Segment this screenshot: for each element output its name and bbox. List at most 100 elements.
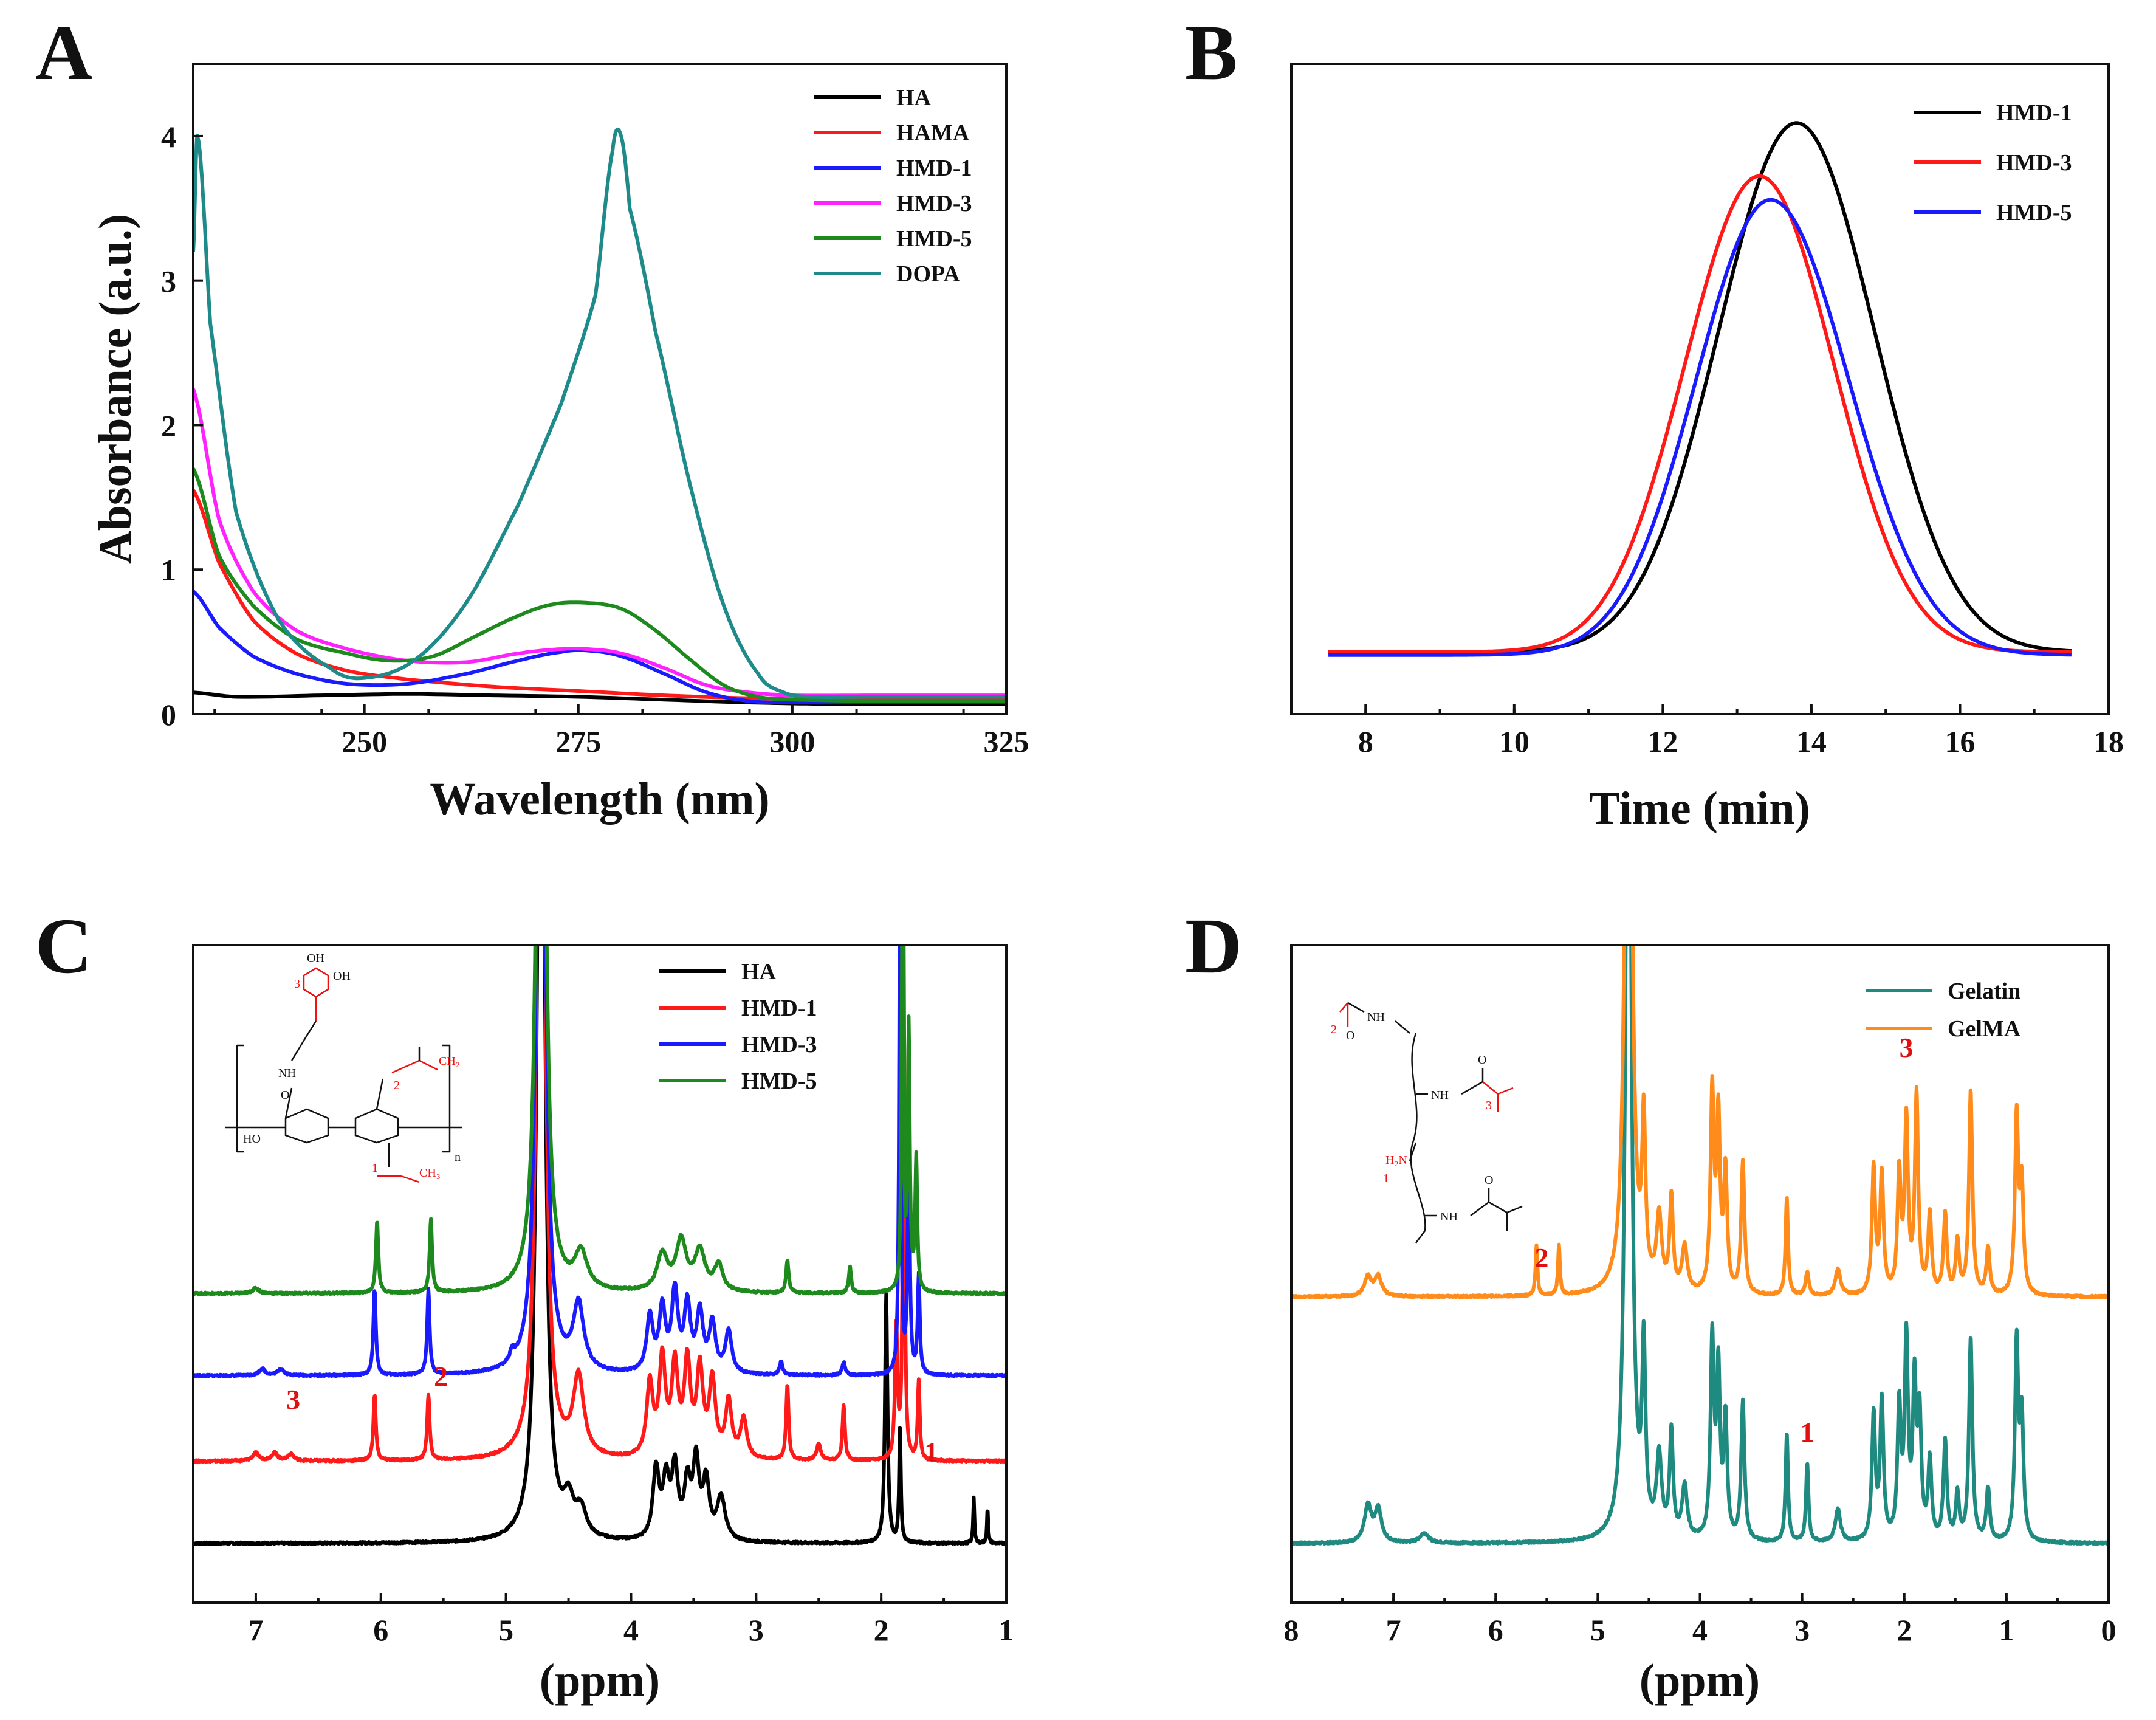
panel-letter-d: D	[1185, 903, 1242, 990]
structure-label-n: n	[455, 1151, 461, 1164]
panel-c-xtick-label: 2	[874, 1613, 889, 1647]
panel-d-legend: Gelatin GelMA	[1866, 979, 2021, 1042]
panel-a-ytick-label: 2	[161, 408, 176, 442]
panel-a-xtick-label: 325	[984, 724, 1029, 759]
panel-c-legend-label-hmd-3: HMD-3	[741, 1032, 817, 1058]
panel-d-series-gelatin	[1291, 945, 2109, 1546]
panel-a-legend-label-dopa: DOPA	[896, 261, 960, 287]
panel-letter-b: B	[1185, 9, 1238, 97]
gelma-label-nh2: NH	[1431, 1089, 1449, 1102]
panel-a-legend-label-hmd-5: HMD-5	[896, 226, 972, 252]
panel-a-legend-label-hmd-3: HMD-3	[896, 191, 972, 216]
panel-b-series-hmd-5	[1328, 198, 2072, 657]
panel-b-curves	[1328, 121, 2072, 657]
panel-d-annotation-3: 3	[1900, 1032, 1914, 1063]
structure-label-o: O	[281, 1089, 289, 1102]
panel-a-ylabel: Absorbance (a.u.)	[90, 214, 141, 564]
panel-d-xtick-label: 5	[1590, 1613, 1605, 1647]
panel-b-ticks: 8 10 12 14 16 18	[1290, 704, 2124, 759]
structure-label-2: 2	[394, 1079, 400, 1092]
hmd-structure-labels: OH OH 3 NH O HO CH₂ 2 1 CH₃ n	[243, 952, 461, 1180]
panel-c-xtick-label: 6	[373, 1613, 388, 1647]
panel-c-ticks: 7 6 5 4 3 2 1	[192, 1593, 1014, 1647]
sugar-ring-1	[284, 1108, 329, 1144]
gelma-label-2: 2	[1331, 1023, 1337, 1036]
panel-a-series-hmd-1	[193, 590, 1006, 705]
panel-a-curves	[193, 127, 1006, 706]
panel-b-xlabel: Time (min)	[1589, 783, 1810, 834]
structure-label-oh-side: OH	[333, 969, 351, 983]
panel-a-xtick-label: 250	[342, 724, 387, 759]
panel-letter-a: A	[35, 9, 92, 97]
panel-c-xtick-label: 7	[248, 1613, 263, 1647]
panel-d-xtick-label: 0	[2101, 1613, 2117, 1647]
panel-a-ytick-label: 0	[161, 698, 176, 732]
panel-b-xtick-label: 12	[1647, 724, 1678, 759]
hmd-structure	[225, 967, 462, 1183]
panel-b-legend: HMD-1 HMD-3 HMD-5	[1914, 100, 2072, 225]
panel-b-xtick-label: 18	[2093, 724, 2124, 759]
panel-b: B 8 10 12 14 16 18 Time (min) HMD-1 HMD-3 HMD-5	[1185, 9, 2124, 834]
gelma-label-o3: O	[1485, 1174, 1493, 1187]
panel-c-xtick-label: 5	[498, 1613, 513, 1647]
panel-a-series-dopa	[193, 127, 1006, 699]
panel-d-xtick-label: 7	[1386, 1613, 1401, 1647]
panel-d-xtick-label: 6	[1488, 1613, 1503, 1647]
panel-d-annotation-1: 1	[1801, 1417, 1814, 1448]
panel-a-frame	[192, 63, 1008, 715]
panel-b-xtick-label: 8	[1358, 724, 1373, 759]
gelma-label-o1: O	[1346, 1029, 1354, 1042]
panel-c-annotation-1: 1	[924, 1436, 938, 1467]
panel-a-xlabel: Wavelength (nm)	[430, 774, 769, 825]
panel-c-frame	[192, 944, 1008, 1604]
panel-d-annotation-2: 2	[1534, 1242, 1548, 1273]
panel-a-ytick-label: 4	[161, 120, 176, 154]
panel-b-legend-label-hmd-1: HMD-1	[1996, 100, 2072, 126]
structure-label-1: 1	[372, 1161, 378, 1175]
panel-b-series-hmd-3	[1328, 174, 2072, 654]
structure-label-ho: HO	[243, 1132, 261, 1146]
gelma-label-3: 3	[1486, 1099, 1492, 1112]
panel-d-legend-label-gelatin: Gelatin	[1948, 979, 2020, 1004]
panel-d-annotations: 2 1 3	[1534, 1032, 1913, 1448]
panel-b-series-hmd-1	[1328, 121, 2072, 654]
panel-a-ticks: 250 275 300 325 0 1 2 3 4	[161, 120, 1029, 759]
panel-c-annotations: 3 2 1	[286, 1361, 938, 1467]
panel-d-legend-label-gelma: GelMA	[1948, 1016, 2021, 1042]
gelma-label-h2n: H₂N	[1385, 1154, 1407, 1167]
structure-label-oh-top: OH	[307, 952, 324, 965]
panel-c-annotation-3: 3	[286, 1384, 300, 1415]
gelma-structure-labels: NH O 2 NH O 3 H₂N 1 NH O	[1331, 1011, 1493, 1223]
panel-c-annotation-2: 2	[434, 1361, 448, 1392]
panel-a: A 250 275 300 325 0 1 2 3 4 Wavelength (nm) Abso…	[35, 9, 1029, 825]
gelma-label-o2: O	[1478, 1053, 1486, 1067]
gelma-label-nh1: NH	[1367, 1011, 1385, 1024]
panel-d: D 8 7 6 5 4 3 2 1 0 (ppm) Gelatin GelMA 2 1 3	[1185, 903, 2117, 1706]
panel-b-legend-label-hmd-5: HMD-5	[1996, 200, 2072, 225]
panel-c-xtick-label: 3	[749, 1613, 764, 1647]
sugar-ring-2	[354, 1108, 399, 1144]
panel-a-ytick-label: 1	[161, 553, 176, 587]
catechol-ring	[303, 967, 329, 998]
panel-c-legend-label-ha: HA	[741, 959, 777, 985]
panel-d-xtick-label: 1	[1999, 1613, 2014, 1647]
panel-b-frame	[1290, 63, 2110, 715]
structure-label-ch2: CH₂	[439, 1054, 460, 1068]
panel-d-curves	[1291, 945, 2109, 1546]
panel-b-xtick-label: 14	[1796, 724, 1827, 759]
panel-c-legend-label-hmd-1: HMD-1	[741, 996, 817, 1021]
panel-c-legend-label-hmd-5: HMD-5	[741, 1068, 817, 1094]
gelma-label-nh3: NH	[1440, 1210, 1458, 1223]
panel-d-xtick-label: 8	[1284, 1613, 1299, 1647]
panel-d-xtick-label: 3	[1794, 1613, 1810, 1647]
gelma-label-1: 1	[1383, 1172, 1389, 1185]
panel-c-xlabel: (ppm)	[540, 1655, 660, 1706]
structure-label-nh: NH	[278, 1067, 296, 1080]
panel-b-xtick-label: 10	[1499, 724, 1529, 759]
panel-a-legend: HA HAMA HMD-1 HMD-3 HMD-5 DOPA	[814, 85, 972, 287]
panel-d-ticks: 8 7 6 5 4 3 2 1 0	[1284, 1593, 2117, 1647]
gelma-structure	[1339, 1002, 1523, 1244]
panel-d-series-gelma	[1291, 945, 2109, 1299]
panel-c-series-hmd-1	[193, 945, 1006, 1464]
